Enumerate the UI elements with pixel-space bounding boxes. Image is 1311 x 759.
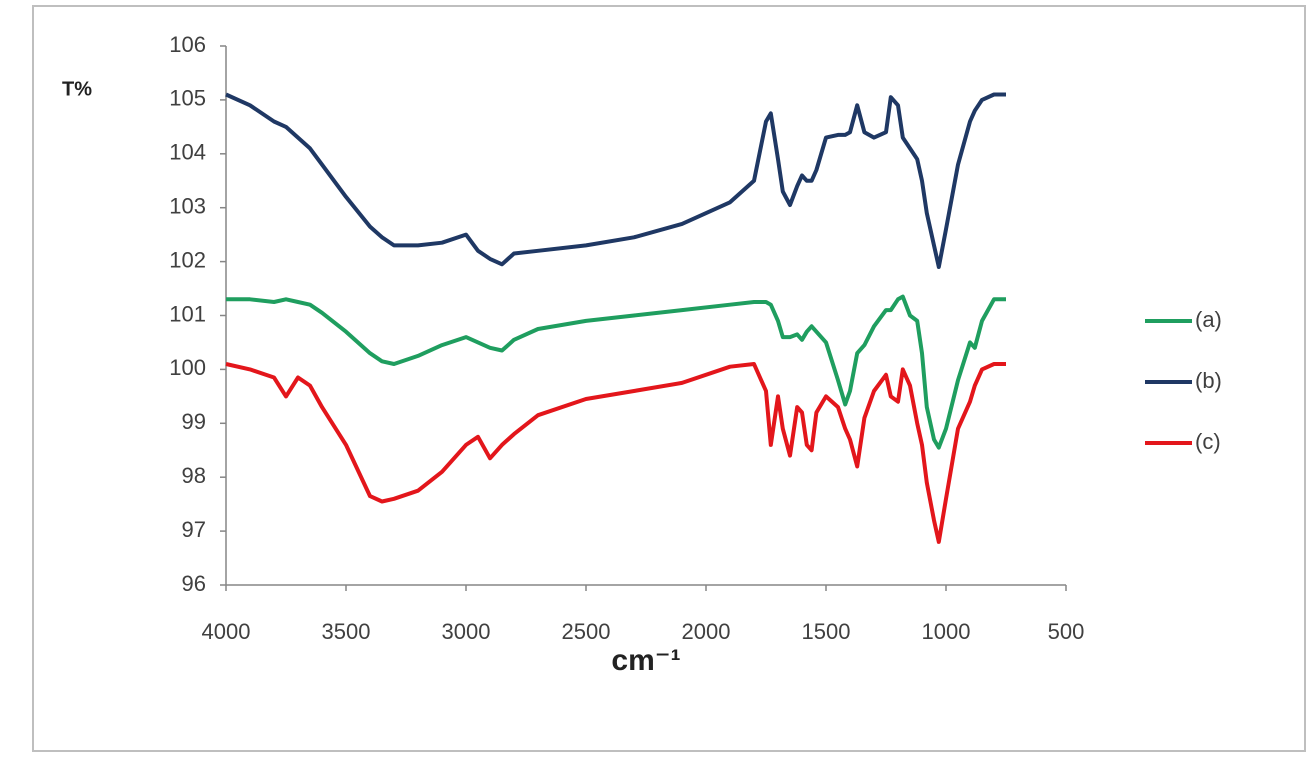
x-axis-label: cm⁻¹ [611,644,680,677]
x-tick-label: 1000 [922,619,971,644]
y-tick-label: 100 [169,355,206,380]
y-tick-label: 99 [182,409,206,434]
y-tick-label: 105 [169,86,206,111]
y-tick-label: 106 [169,32,206,57]
series-line [226,294,1006,450]
legend-label: (c) [1195,429,1221,454]
x-tick-label: 4000 [202,619,251,644]
x-tick-label: 2000 [682,619,731,644]
x-tick-label: 3000 [442,619,491,644]
y-tick-label: 103 [169,194,206,219]
x-tick-label: 1500 [802,619,851,644]
x-tick-label: 500 [1048,619,1085,644]
chart-frame [32,5,1306,752]
series-line [225,92,1006,269]
y-tick-label: 101 [169,301,206,326]
y-axis-label: T% [62,78,92,100]
legend-label: (b) [1195,368,1222,393]
y-tick-label: 98 [182,463,206,488]
legend-label: (a) [1195,307,1222,332]
y-tick-label: 97 [182,517,206,542]
x-tick-label: 2500 [562,619,611,644]
x-tick-label: 3500 [322,619,371,644]
y-tick-label: 104 [169,140,206,165]
y-tick-label: 96 [182,571,206,596]
y-tick-label: 102 [169,247,206,272]
series-line [225,362,1006,544]
